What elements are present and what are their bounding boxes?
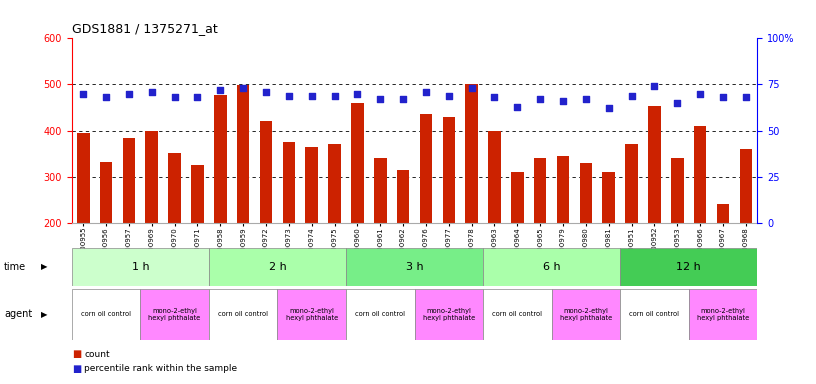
- Bar: [72, 248, 209, 286]
- Text: corn oil control: corn oil control: [218, 311, 268, 317]
- Point: [579, 96, 592, 102]
- Bar: [351, 103, 364, 223]
- Bar: [277, 289, 346, 340]
- Point: [168, 94, 181, 101]
- Point: [145, 89, 158, 95]
- Bar: [534, 158, 547, 223]
- Text: corn oil control: corn oil control: [81, 311, 131, 317]
- Point: [511, 104, 524, 110]
- Text: mono-2-ethyl
hexyl phthalate: mono-2-ethyl hexyl phthalate: [149, 308, 201, 321]
- Text: 6 h: 6 h: [543, 262, 561, 272]
- Bar: [689, 289, 757, 340]
- Bar: [465, 84, 478, 223]
- Text: ▶: ▶: [41, 310, 47, 319]
- Bar: [620, 289, 689, 340]
- Point: [465, 85, 478, 91]
- Point: [557, 98, 570, 104]
- Point: [419, 89, 432, 95]
- Bar: [397, 170, 410, 223]
- Text: corn oil control: corn oil control: [355, 311, 406, 317]
- Point: [534, 96, 547, 102]
- Bar: [716, 204, 730, 223]
- Bar: [77, 133, 90, 223]
- Bar: [328, 144, 341, 223]
- Text: 2 h: 2 h: [268, 262, 286, 272]
- Text: mono-2-ethyl
hexyl phthalate: mono-2-ethyl hexyl phthalate: [286, 308, 338, 321]
- Point: [191, 94, 204, 101]
- Bar: [557, 156, 570, 223]
- Text: time: time: [4, 262, 26, 272]
- Point: [77, 91, 90, 97]
- Point: [259, 89, 273, 95]
- Text: agent: agent: [4, 309, 33, 319]
- Bar: [694, 126, 707, 223]
- Point: [374, 96, 387, 102]
- Text: percentile rank within the sample: percentile rank within the sample: [84, 364, 237, 373]
- Point: [442, 93, 455, 99]
- Bar: [259, 121, 273, 223]
- Bar: [140, 289, 209, 340]
- Point: [739, 94, 752, 101]
- Bar: [209, 289, 277, 340]
- Point: [100, 94, 113, 101]
- Bar: [552, 289, 620, 340]
- Bar: [602, 172, 615, 223]
- Bar: [282, 142, 295, 223]
- Point: [122, 91, 135, 97]
- Text: ■: ■: [72, 364, 81, 374]
- Text: ▶: ▶: [41, 262, 47, 271]
- Bar: [419, 114, 432, 223]
- Bar: [671, 158, 684, 223]
- Bar: [739, 149, 752, 223]
- Point: [351, 91, 364, 97]
- Point: [625, 93, 638, 99]
- Bar: [483, 248, 620, 286]
- Bar: [483, 289, 552, 340]
- Bar: [100, 162, 113, 223]
- Bar: [488, 131, 501, 223]
- Text: 12 h: 12 h: [676, 262, 701, 272]
- Bar: [579, 163, 592, 223]
- Point: [716, 94, 730, 101]
- Bar: [648, 106, 661, 223]
- Bar: [209, 248, 346, 286]
- Point: [328, 93, 341, 99]
- Bar: [415, 289, 483, 340]
- Bar: [620, 248, 757, 286]
- Point: [237, 85, 250, 91]
- Text: GDS1881 / 1375271_at: GDS1881 / 1375271_at: [72, 22, 218, 35]
- Point: [397, 96, 410, 102]
- Point: [648, 83, 661, 89]
- Point: [305, 93, 318, 99]
- Text: corn oil control: corn oil control: [629, 311, 680, 317]
- Point: [671, 100, 684, 106]
- Text: ■: ■: [72, 349, 81, 359]
- Text: mono-2-ethyl
hexyl phthalate: mono-2-ethyl hexyl phthalate: [560, 308, 612, 321]
- Point: [602, 105, 615, 111]
- Text: 1 h: 1 h: [131, 262, 149, 272]
- Bar: [145, 131, 158, 223]
- Point: [694, 91, 707, 97]
- Point: [214, 87, 227, 93]
- Bar: [72, 289, 140, 340]
- Text: corn oil control: corn oil control: [492, 311, 543, 317]
- Bar: [346, 289, 415, 340]
- Bar: [122, 138, 135, 223]
- Text: mono-2-ethyl
hexyl phthalate: mono-2-ethyl hexyl phthalate: [697, 308, 749, 321]
- Bar: [191, 165, 204, 223]
- Point: [282, 93, 295, 99]
- Bar: [346, 248, 483, 286]
- Text: 3 h: 3 h: [406, 262, 424, 272]
- Bar: [305, 147, 318, 223]
- Text: count: count: [84, 349, 109, 359]
- Text: mono-2-ethyl
hexyl phthalate: mono-2-ethyl hexyl phthalate: [423, 308, 475, 321]
- Bar: [168, 153, 181, 223]
- Bar: [237, 85, 250, 223]
- Bar: [625, 144, 638, 223]
- Bar: [374, 158, 387, 223]
- Bar: [511, 172, 524, 223]
- Point: [488, 94, 501, 101]
- Bar: [214, 95, 227, 223]
- Bar: [442, 117, 455, 223]
